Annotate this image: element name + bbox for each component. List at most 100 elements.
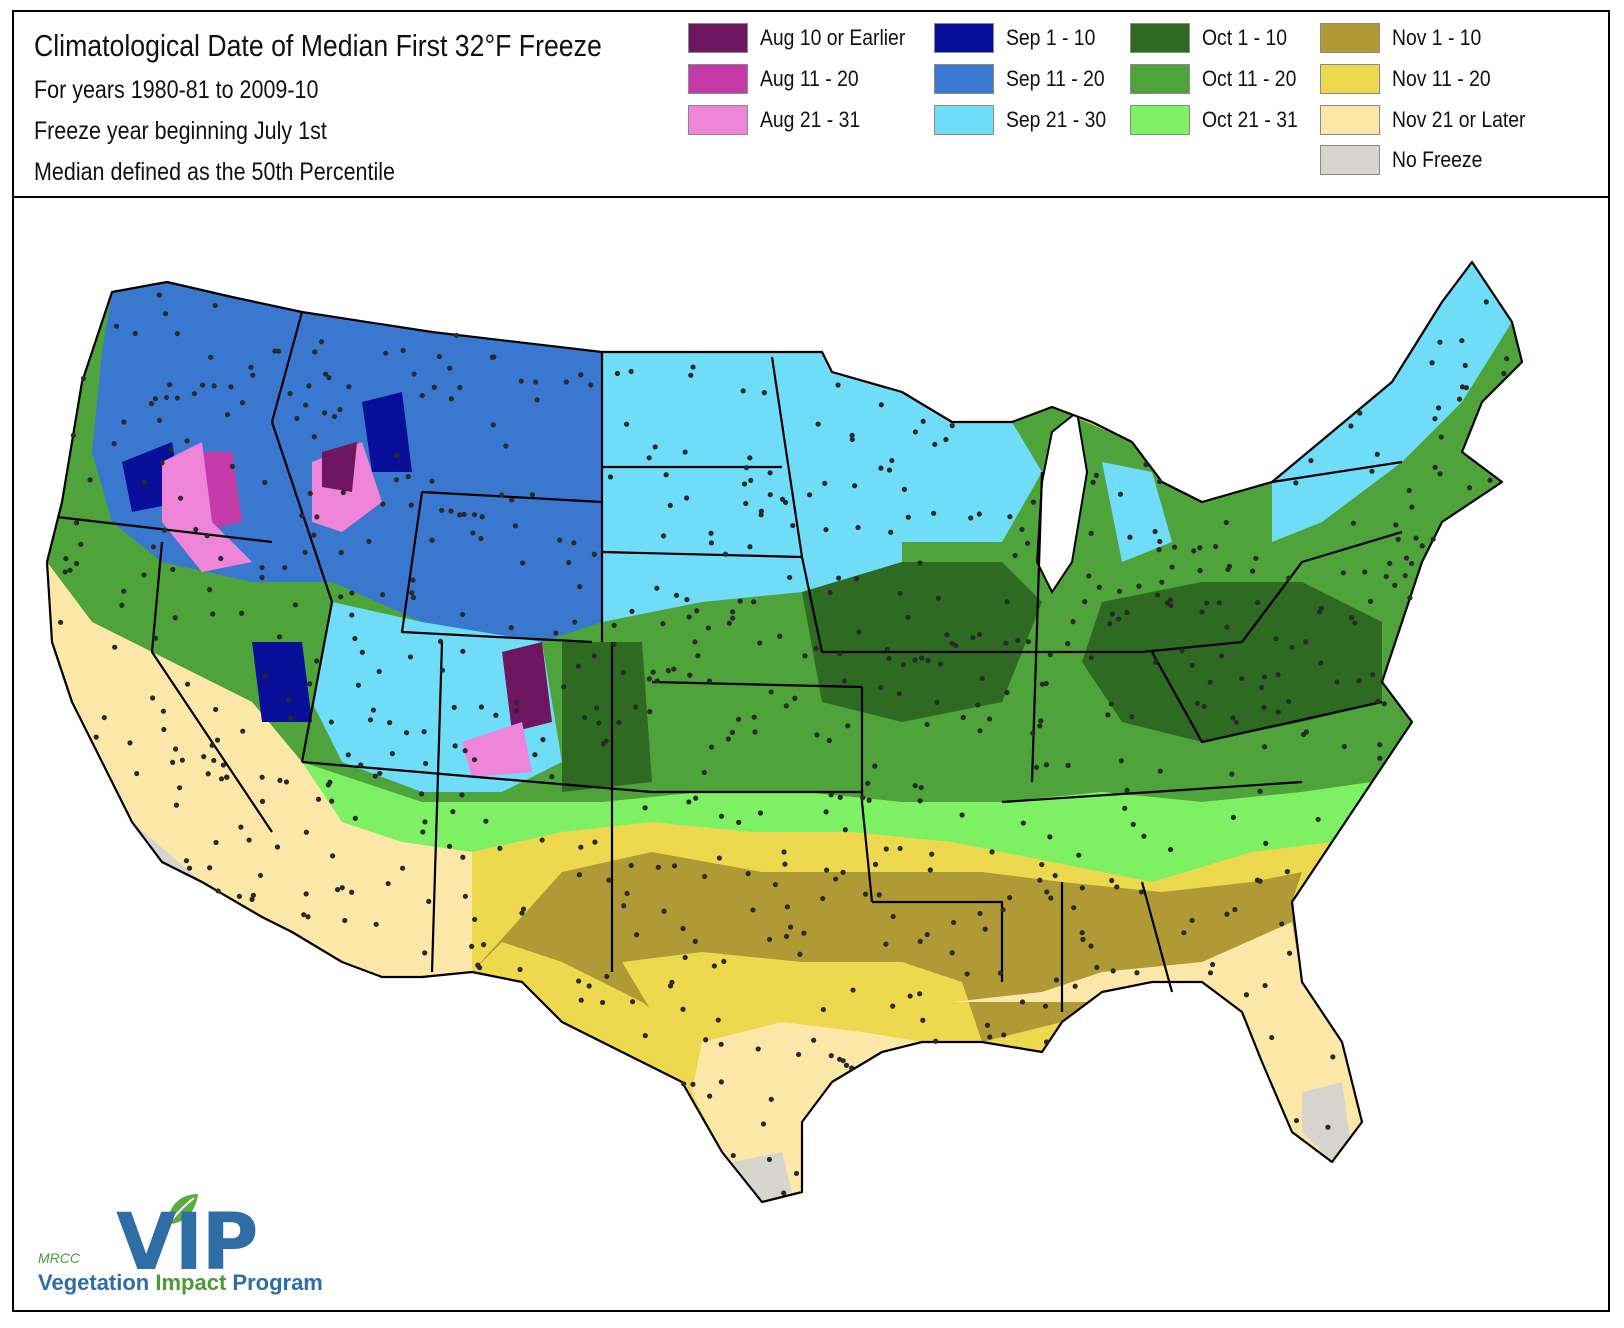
station-dot	[349, 612, 355, 618]
station-dot	[419, 791, 425, 797]
station-dot	[628, 862, 634, 869]
station-dot	[272, 348, 278, 354]
station-dot	[517, 966, 523, 973]
zone-nov-21-later	[952, 922, 1362, 1162]
vip-logo: VIP MRCC Vegetation Impact Program	[26, 1190, 346, 1300]
station-dot	[113, 323, 120, 329]
station-dot	[224, 774, 230, 780]
station-dot	[1096, 584, 1102, 590]
station-dot	[282, 565, 288, 571]
station-dot	[856, 629, 862, 635]
station-dot	[850, 987, 856, 993]
station-dot	[437, 638, 444, 645]
station-dot	[204, 533, 210, 539]
station-dot	[690, 1081, 696, 1087]
station-dot	[943, 436, 949, 443]
station-dot	[1340, 570, 1346, 576]
station-dot	[949, 950, 955, 956]
station-dot	[1243, 992, 1250, 998]
station-dot	[1349, 615, 1355, 621]
station-dot	[238, 824, 244, 830]
station-dot	[303, 891, 309, 897]
legend-label: Sep 1 - 10	[1006, 25, 1096, 50]
station-dot	[1171, 544, 1178, 550]
station-dot	[1086, 573, 1092, 579]
station-dot	[111, 441, 117, 447]
station-dot	[1216, 600, 1222, 606]
station-dot	[865, 780, 871, 787]
station-dot	[534, 397, 540, 403]
station-dot	[229, 463, 235, 469]
legend-label: Oct 21 - 31	[1202, 107, 1298, 132]
state-border	[651, 680, 863, 689]
station-dot	[311, 434, 317, 440]
station-dot	[1459, 384, 1466, 390]
station-dot	[929, 851, 935, 857]
station-dot	[470, 530, 476, 536]
station-dot	[174, 395, 180, 401]
zone-aug-21-31	[462, 722, 532, 777]
station-dot	[1030, 730, 1036, 736]
station-dot	[121, 588, 127, 594]
station-dot	[456, 512, 463, 518]
station-dot	[172, 746, 179, 752]
station-dot	[783, 703, 789, 709]
station-dot	[453, 332, 459, 338]
legend-swatch	[934, 64, 994, 94]
station-dot	[757, 810, 764, 816]
station-dot	[1483, 299, 1489, 305]
station-dot	[736, 819, 742, 825]
station-dot	[1504, 356, 1510, 362]
station-dot	[349, 590, 355, 596]
station-dot	[274, 844, 281, 850]
station-dot	[682, 954, 688, 961]
station-dot	[748, 477, 754, 484]
station-dot	[376, 668, 382, 675]
station-dot	[783, 933, 790, 940]
station-dot	[141, 479, 147, 485]
state-border	[1271, 460, 1403, 484]
state-border	[430, 641, 444, 973]
station-dot	[184, 681, 191, 687]
station-dot	[824, 867, 830, 873]
zone-sep-1-10	[362, 392, 412, 472]
station-dot	[452, 743, 458, 749]
station-dot	[1105, 712, 1111, 718]
station-dot	[162, 527, 168, 533]
legend-label: Aug 10 or Earlier	[760, 25, 906, 50]
station-dot	[1352, 620, 1358, 626]
station-dot	[1463, 385, 1469, 391]
station-dot	[1197, 545, 1203, 551]
station-dot	[890, 1003, 896, 1009]
station-dot	[553, 630, 559, 636]
station-dot	[1141, 833, 1147, 839]
station-dot	[897, 590, 903, 597]
station-dot	[889, 457, 895, 464]
station-dot	[1043, 1039, 1050, 1045]
station-dot	[249, 896, 255, 903]
station-dot	[1286, 698, 1292, 705]
station-dot	[287, 391, 293, 397]
station-dot	[119, 602, 125, 608]
station-dot	[1224, 911, 1230, 917]
station-dot	[201, 754, 207, 760]
station-dot	[481, 942, 487, 948]
station-dot	[490, 422, 496, 428]
station-dot	[801, 930, 807, 936]
station-dot	[964, 971, 970, 977]
station-dot	[705, 625, 712, 631]
station-dot	[80, 375, 87, 382]
station-dot	[1257, 878, 1263, 884]
zone-oct-1-10	[1082, 582, 1382, 742]
station-dot	[823, 809, 829, 815]
station-dot	[218, 776, 225, 782]
logo-org: MRCC	[38, 1250, 80, 1266]
station-dot	[312, 349, 318, 355]
station-dot	[431, 384, 437, 390]
station-dot	[377, 770, 383, 776]
station-dot	[1334, 679, 1340, 685]
station-dot	[407, 654, 414, 660]
station-dot	[285, 696, 292, 702]
station-dot	[604, 973, 610, 980]
station-dot	[634, 932, 640, 938]
